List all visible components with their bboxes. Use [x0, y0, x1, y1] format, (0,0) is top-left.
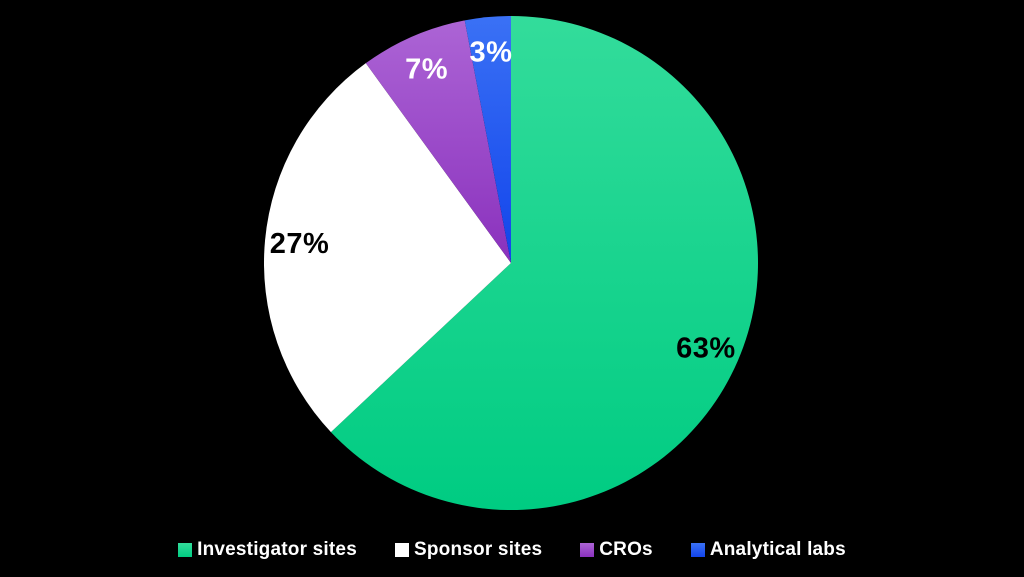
legend-item-investigator-sites: Investigator sites [178, 539, 357, 561]
legend-item-cros: CROs [580, 539, 653, 561]
legend-label: Analytical labs [709, 539, 846, 560]
pie-slice-analytical-labs [464, 16, 511, 263]
pie-slice-cros [365, 20, 511, 263]
legend-item-analytical-labs: Analytical labs [690, 539, 846, 561]
legend-label: CROs [599, 539, 653, 560]
legend-item-sponsor-sites: Sponsor sites [394, 539, 543, 561]
legend-label: Sponsor sites [413, 539, 543, 560]
legend-swatch-icon [690, 543, 705, 557]
legend-swatch-icon [580, 543, 595, 557]
pie-slice-sponsor-sites [263, 63, 511, 433]
legend-swatch-icon [178, 543, 193, 557]
legend-label: Investigator sites [197, 539, 357, 560]
slice-label-analytical-labs: 3% [470, 37, 513, 69]
legend-swatch-icon [394, 543, 409, 557]
slice-label-sponsor-sites: 27% [270, 228, 330, 260]
legend: Investigator sites Sponsor sites CROs Analy… [0, 539, 1024, 561]
slice-label-investigator-sites: 63% [676, 333, 736, 365]
slice-label-cros: 7% [405, 53, 448, 85]
pie-slice-investigator-sites [330, 16, 758, 510]
